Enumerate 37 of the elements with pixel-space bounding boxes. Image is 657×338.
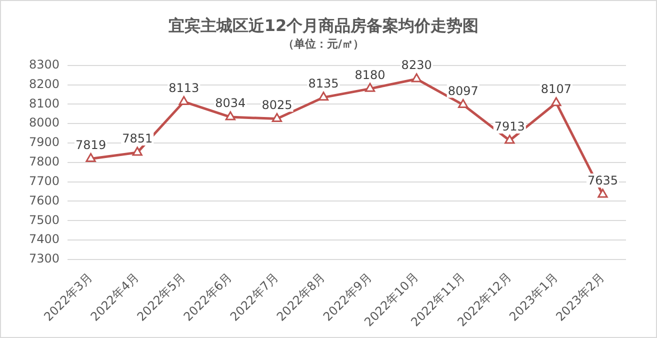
data-label: 8230 (401, 58, 432, 72)
data-label: 8097 (448, 84, 478, 98)
y-tick-label: 7900 (28, 135, 60, 150)
data-label: 8034 (215, 96, 246, 110)
point (318, 92, 329, 101)
y-tick-label: 8300 (28, 58, 60, 72)
point (504, 134, 515, 144)
point (411, 73, 422, 82)
point (551, 97, 562, 106)
y-tick-label: 8200 (28, 76, 60, 91)
chart-subtitle: （单位：元/㎡） (282, 38, 364, 51)
data-label: 7913 (494, 120, 525, 134)
y-tick-label: 7500 (28, 212, 60, 227)
y-tick-label: 7400 (28, 232, 60, 246)
point (458, 99, 468, 108)
point (598, 188, 608, 198)
y-tick-label: 7700 (28, 174, 60, 188)
y-tick-label: 7800 (28, 154, 60, 169)
point (272, 113, 282, 122)
data-label: 8107 (540, 82, 572, 96)
data-label: 8025 (262, 98, 292, 112)
point (132, 146, 142, 156)
point (86, 152, 96, 162)
chart-title: 宜宾主城区近12个月商品房备案均价走势图 (168, 16, 479, 35)
point (364, 82, 376, 92)
data-label: 8113 (168, 80, 200, 95)
data-label: 7851 (122, 132, 153, 146)
y-tick-label: 7600 (28, 193, 60, 208)
data-label: 8135 (308, 76, 339, 91)
data-label: 8180 (354, 68, 386, 82)
y-tick-label: 8000 (28, 116, 60, 130)
y-tick-label: 8100 (28, 96, 60, 110)
data-label: 7819 (76, 138, 106, 152)
data-label: 7635 (587, 174, 618, 188)
point (225, 111, 236, 120)
point (178, 96, 189, 105)
y-tick-label: 7300 (28, 252, 60, 266)
